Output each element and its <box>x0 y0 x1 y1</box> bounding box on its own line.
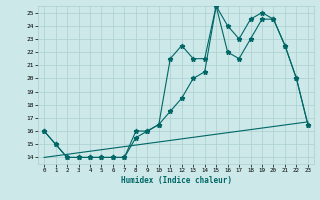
X-axis label: Humidex (Indice chaleur): Humidex (Indice chaleur) <box>121 176 231 185</box>
